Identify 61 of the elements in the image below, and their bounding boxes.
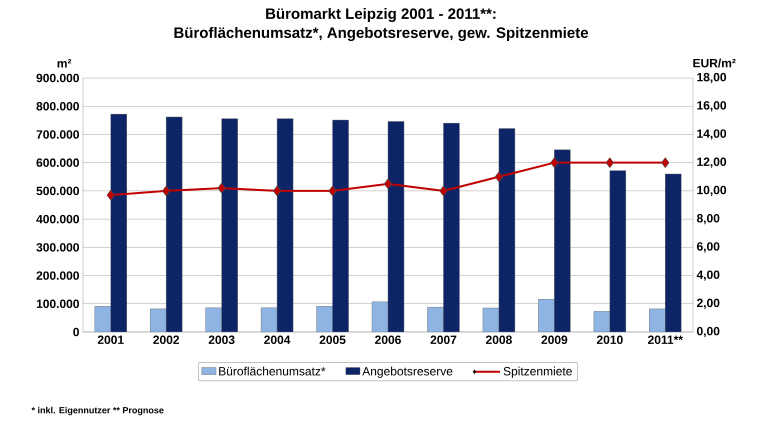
- y-tick-label: 900.000: [36, 74, 79, 82]
- point: [606, 157, 614, 168]
- y2-tick-label: 2,00: [696, 298, 720, 309]
- bar: [205, 308, 222, 332]
- x-tick-label: 2002: [153, 336, 180, 344]
- y2-tick-label: 4,00: [696, 270, 720, 281]
- bar: [427, 306, 444, 332]
- point: [273, 186, 282, 196]
- y-tick-label: 100.000: [36, 300, 79, 308]
- bar: [594, 311, 610, 332]
- y2-tick-label: 8,00: [696, 214, 720, 224]
- bar: [150, 308, 166, 332]
- bar: [260, 308, 278, 332]
- text: * inkl. Eigennutzer ** Prognose: [32, 406, 164, 416]
- point: [328, 186, 337, 196]
- bar: [649, 308, 666, 332]
- x-tick-label: 2003: [208, 336, 235, 344]
- x-tick-label: 2009: [541, 336, 568, 344]
- x-tick-label: 2007: [430, 336, 456, 344]
- x-tick-label: 2011**: [648, 336, 683, 344]
- bar: [372, 302, 388, 332]
- y2-tick-label: 10,00: [697, 186, 726, 196]
- x-tick-label: 2001: [98, 336, 124, 344]
- point: [106, 190, 115, 200]
- point: [384, 178, 392, 190]
- bar: [316, 306, 333, 332]
- legend-label: Büroflächenumsatz*: [219, 366, 326, 376]
- point: [162, 186, 170, 196]
- chart-title: Büromarkt Leipzig 2001 - 2011**:: [266, 8, 496, 22]
- y-axis-title: m²: [58, 59, 72, 68]
- legend-label: Angebotsreserve: [362, 366, 452, 378]
- x-tick-label: 2005: [320, 336, 346, 344]
- point: [439, 186, 448, 196]
- y-tick-label: 300.000: [36, 243, 79, 252]
- y-tick-label: 500.000: [36, 186, 79, 196]
- legend-label: Spitzenmiete: [504, 366, 572, 378]
- point: [218, 182, 226, 194]
- y2-axis-title: EUR/m²: [693, 58, 736, 68]
- x-tick-label: 2006: [375, 336, 401, 344]
- point: [494, 171, 503, 182]
- bar: [482, 308, 500, 332]
- y-tick-label: 800.000: [36, 102, 79, 110]
- y2-tick-label: 6,00: [696, 242, 720, 252]
- y-tick-label: 200.000: [36, 271, 79, 280]
- x-tick-label: 2004: [264, 336, 290, 344]
- y2-tick-label: 18,00: [697, 72, 726, 84]
- x-tick-label: 2008: [486, 336, 512, 344]
- y-tick-label: 700.000: [36, 130, 79, 139]
- y2-tick-label: 16,00: [697, 101, 726, 112]
- point: [550, 157, 558, 168]
- point: [661, 157, 670, 168]
- y2-tick-label: 14,00: [697, 129, 726, 140]
- bar: [538, 299, 555, 332]
- y-tick-label: 0: [73, 328, 79, 336]
- y2-tick-label: 12,00: [697, 158, 726, 168]
- x-tick-label: 2010: [596, 336, 623, 344]
- bar: [94, 306, 111, 332]
- y-tick-label: 400.000: [36, 214, 79, 224]
- y2-tick-label: 0,00: [697, 326, 720, 338]
- chart-subtitle: Büroflächenumsatz*, Angebotsreserve, gew. Spitzenmiete: [174, 26, 588, 42]
- y-tick-label: 600.000: [36, 158, 79, 167]
